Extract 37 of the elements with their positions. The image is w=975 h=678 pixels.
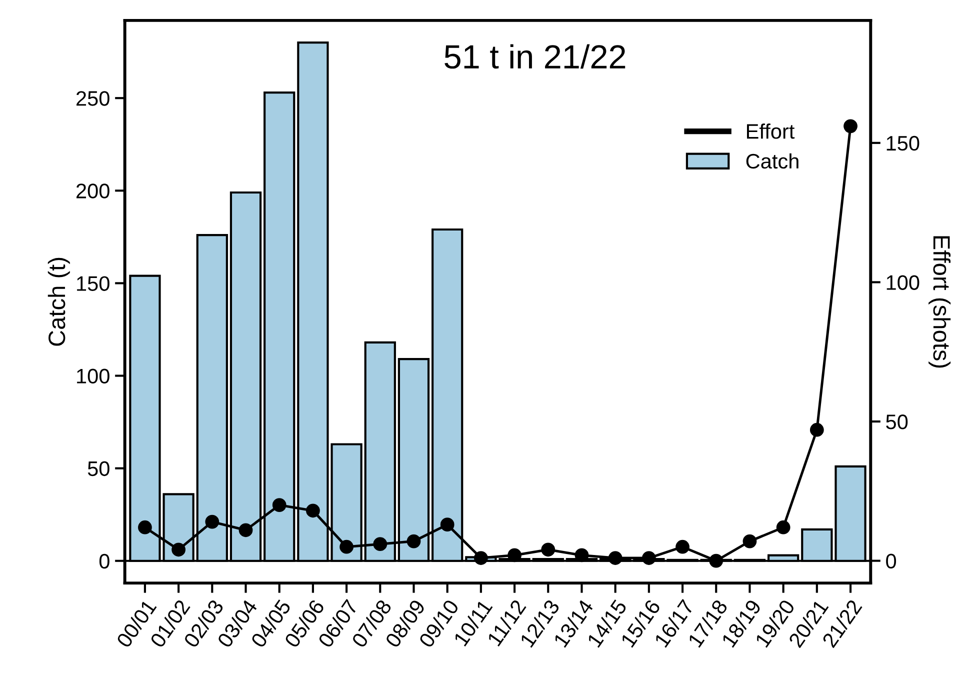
- point: [541, 542, 556, 557]
- legend-label: Effort: [747, 124, 795, 139]
- point: [574, 548, 589, 562]
- point: [810, 422, 824, 437]
- y2-tick-label: 150: [886, 136, 920, 151]
- y2-tick-label: 100: [886, 275, 920, 290]
- y-tick-label: 250: [76, 91, 110, 106]
- point: [676, 540, 690, 554]
- point: [205, 514, 220, 529]
- point: [709, 554, 724, 568]
- annotation: 51 t in 21/22: [444, 44, 626, 69]
- point: [406, 534, 421, 548]
- point: [138, 520, 152, 534]
- point: [776, 520, 790, 534]
- legend-label: Catch: [746, 153, 798, 169]
- point: [272, 498, 286, 512]
- y-axis-title: Catch (t): [48, 258, 70, 346]
- y-tick-label: 150: [77, 276, 110, 291]
- y-tick-label: 100: [77, 368, 110, 384]
- point: [340, 540, 354, 554]
- point: [238, 523, 253, 538]
- point: [508, 548, 522, 562]
- y2-axis-title: Effort (shots): [928, 236, 951, 368]
- point: [608, 551, 622, 565]
- point: [642, 551, 656, 565]
- y-tick-label: 50: [88, 461, 110, 476]
- point: [474, 551, 488, 565]
- point: [306, 504, 320, 518]
- point: [172, 542, 186, 557]
- y-tick-label: 0: [99, 554, 110, 569]
- point: [373, 537, 388, 552]
- y-tick-label: 200: [76, 184, 110, 198]
- point: [742, 534, 757, 548]
- point: [844, 119, 858, 134]
- point: [440, 518, 454, 532]
- y2-tick-label: 50: [886, 414, 908, 430]
- y2-tick-label: 0: [886, 554, 896, 569]
